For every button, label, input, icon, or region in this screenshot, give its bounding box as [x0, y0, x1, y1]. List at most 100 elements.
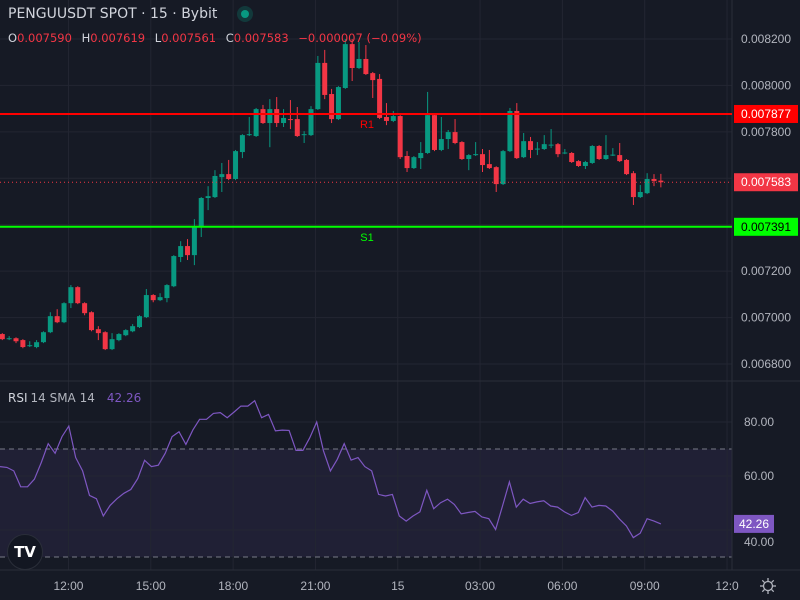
- candle-up: [301, 134, 307, 136]
- price-axis-label: 0.007000: [741, 311, 791, 325]
- candle-up: [157, 297, 163, 301]
- candle-down: [624, 159, 630, 175]
- open-label: O: [8, 31, 18, 45]
- high-label: H: [81, 31, 91, 45]
- candle-up: [61, 303, 67, 323]
- symbol-title[interactable]: PENGUUSDT SPOT · 15 · Bybit: [8, 6, 218, 22]
- candle-up: [582, 162, 588, 166]
- candle-up: [191, 226, 197, 256]
- price-axis-label: 0.007200: [741, 264, 791, 278]
- tradingview-logo-icon[interactable]: TV: [7, 534, 43, 570]
- candle-up: [34, 342, 40, 348]
- rsi-params: 14 SMA 14: [30, 391, 95, 405]
- candle-up: [438, 139, 444, 150]
- level-price-tag-text: 0.007877: [741, 107, 791, 121]
- price-axis-label: 0.006800: [741, 357, 791, 371]
- ohlc-values: O0.007590 H0.007619 L0.007561 C0.007583 …: [8, 31, 428, 45]
- candle-up: [178, 246, 184, 257]
- level-price-tag: [734, 217, 798, 236]
- rsi-line: [0, 399, 662, 539]
- candle-up: [534, 148, 540, 150]
- last-price-tag-text: 0.007583: [741, 175, 791, 189]
- time-axis-label: 21:00: [300, 579, 330, 593]
- time-axis-label: 12:0: [715, 579, 739, 593]
- time-axis-label: 06:00: [547, 579, 577, 593]
- price-axis-label: 0.008000: [741, 78, 791, 92]
- open-value: 0.007590: [17, 31, 72, 45]
- candle-up: [500, 151, 506, 185]
- candle-up: [137, 316, 142, 328]
- candle-down: [329, 94, 335, 120]
- candle-up: [466, 155, 472, 160]
- candle-down: [452, 132, 458, 143]
- candle-up: [548, 144, 554, 146]
- time-axis-label: 15: [391, 579, 405, 593]
- price-axis-label: 0.007800: [741, 125, 791, 139]
- candle-down: [377, 78, 383, 118]
- candle-up: [68, 287, 74, 304]
- candle-down: [13, 338, 19, 342]
- candle-up: [198, 198, 204, 227]
- candle-down: [431, 115, 437, 150]
- candle-up: [445, 132, 451, 140]
- level-price-tag-text: 0.007391: [741, 220, 791, 234]
- candle-down: [459, 142, 465, 160]
- candle-up: [253, 109, 259, 137]
- candle-up: [390, 116, 396, 121]
- candle-up: [47, 316, 53, 333]
- candle-up: [562, 152, 568, 154]
- change-value: −0.000007 (−0.09%): [298, 31, 422, 45]
- candle-down: [82, 303, 88, 314]
- candle-up: [239, 135, 245, 153]
- candle-up: [267, 109, 273, 124]
- candle-down: [95, 329, 101, 334]
- candle-up: [281, 117, 287, 124]
- candle-up: [637, 191, 643, 198]
- candle-down: [528, 141, 534, 150]
- candle-down: [88, 312, 94, 331]
- candle-down: [493, 167, 499, 185]
- candle-down: [260, 109, 266, 124]
- candle-down: [274, 109, 280, 124]
- rsi-axis-label: 60.00: [744, 469, 774, 483]
- time-axis-label: 18:00: [218, 579, 248, 593]
- candle-down: [397, 116, 403, 158]
- low-value: 0.007561: [161, 31, 217, 45]
- candle-up: [335, 87, 341, 120]
- candle-up: [212, 175, 218, 198]
- candle-down: [370, 73, 376, 81]
- symbol-legend: PENGUUSDT SPOT · 15 · Bybit: [8, 6, 254, 22]
- candle-up: [418, 152, 424, 159]
- candle-up: [219, 174, 225, 178]
- candle-up: [308, 109, 314, 136]
- rsi-value-tag: [734, 514, 774, 533]
- candle-up: [473, 154, 479, 156]
- live-dot-icon: [237, 6, 254, 22]
- high-value: 0.007619: [90, 31, 146, 45]
- candle-up: [40, 332, 46, 343]
- candle-down: [226, 174, 232, 179]
- settings-gear-icon[interactable]: [759, 577, 777, 595]
- candle-down: [0, 334, 5, 340]
- candle-up: [143, 295, 149, 318]
- candle-up: [109, 339, 115, 350]
- candle-down: [658, 180, 664, 183]
- candle-down: [75, 287, 81, 304]
- candle-up: [589, 146, 595, 163]
- rsi-value-tag-text: 42.26: [739, 517, 769, 531]
- close-label: C: [225, 31, 234, 45]
- rsi-value: 42.26: [106, 391, 142, 405]
- candle-down: [54, 316, 60, 323]
- last-price-tag: [734, 173, 798, 192]
- candle-up: [233, 151, 239, 179]
- candle-up: [6, 338, 12, 340]
- candle-down: [404, 156, 410, 169]
- candle-down: [20, 340, 26, 348]
- level-price-tag: [734, 104, 798, 123]
- candle-down: [569, 152, 575, 163]
- candle-down: [480, 154, 485, 166]
- rsi-legend[interactable]: RSI 14 SMA 14 42.26: [8, 391, 141, 405]
- level-label-s1: S1: [360, 232, 373, 244]
- rsi-axis-label: 40.00: [744, 535, 774, 549]
